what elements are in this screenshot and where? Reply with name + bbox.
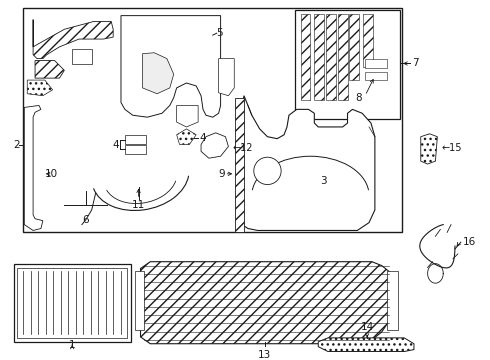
Bar — [205, 15, 213, 37]
Polygon shape — [141, 262, 392, 344]
Text: 4: 4 — [199, 133, 206, 143]
Bar — [135, 271, 145, 330]
Bar — [363, 14, 373, 67]
Bar — [314, 14, 324, 100]
Bar — [365, 59, 387, 68]
Bar — [301, 14, 311, 100]
Text: 5: 5 — [217, 28, 223, 38]
Text: 4: 4 — [112, 140, 119, 149]
Bar — [349, 14, 359, 80]
Text: 13: 13 — [258, 350, 271, 360]
Polygon shape — [219, 59, 234, 96]
Polygon shape — [121, 15, 220, 117]
Polygon shape — [143, 53, 174, 94]
Polygon shape — [27, 80, 52, 96]
Polygon shape — [201, 133, 228, 158]
Polygon shape — [235, 98, 244, 233]
Text: ←12: ←12 — [232, 143, 253, 153]
Polygon shape — [35, 60, 64, 78]
Polygon shape — [33, 19, 113, 59]
Text: ←15: ←15 — [441, 143, 462, 153]
Bar — [72, 49, 92, 64]
Bar — [125, 135, 147, 144]
Bar — [295, 10, 400, 119]
Text: 1: 1 — [69, 339, 75, 350]
Bar — [387, 271, 398, 330]
Text: 6: 6 — [82, 215, 89, 225]
Text: 2: 2 — [14, 140, 20, 149]
Text: 14: 14 — [361, 322, 374, 332]
Text: 16: 16 — [463, 237, 476, 247]
Text: 8: 8 — [355, 93, 362, 103]
Polygon shape — [242, 96, 375, 230]
Polygon shape — [24, 105, 43, 230]
Bar — [24, 8, 402, 233]
Text: 7: 7 — [412, 58, 418, 68]
Bar — [338, 14, 347, 100]
Bar — [14, 264, 131, 342]
Polygon shape — [421, 134, 438, 164]
Bar — [365, 72, 387, 80]
Bar — [201, 35, 217, 45]
Bar — [18, 267, 127, 338]
Text: 10: 10 — [45, 169, 58, 179]
Polygon shape — [177, 129, 196, 144]
Bar — [326, 14, 336, 100]
Text: 11: 11 — [132, 200, 145, 210]
Polygon shape — [318, 338, 414, 352]
Text: 9: 9 — [219, 169, 225, 179]
Circle shape — [254, 157, 281, 185]
Text: 3: 3 — [320, 176, 326, 186]
Bar — [125, 145, 147, 154]
Polygon shape — [177, 105, 198, 127]
